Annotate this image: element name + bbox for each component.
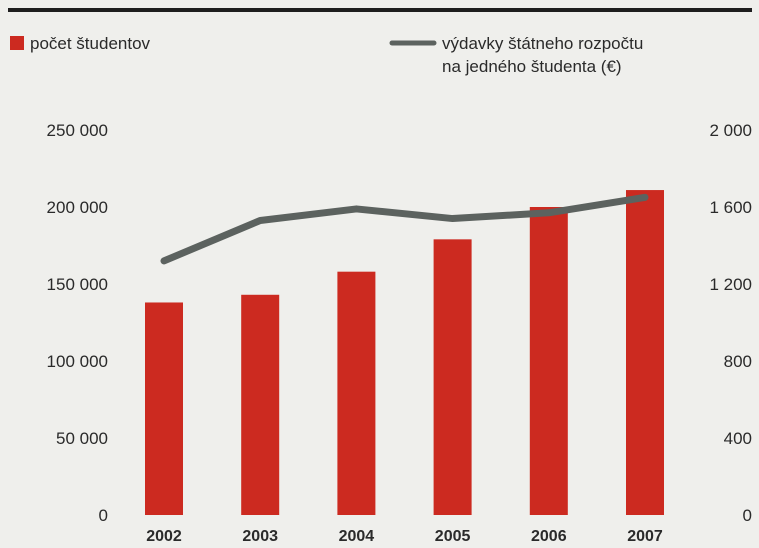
line-series: [160, 193, 649, 265]
left-tick-label: 250 000: [47, 121, 108, 140]
right-tick-label: 0: [743, 506, 752, 525]
x-tick-label: 2007: [627, 528, 663, 545]
left-tick-label: 150 000: [47, 275, 108, 294]
bar-2007: [626, 190, 664, 515]
x-tick-label: 2003: [242, 528, 278, 545]
bar-series: [145, 190, 664, 515]
left-tick-label: 100 000: [47, 352, 108, 371]
legend-label-line-1: výdavky štátneho rozpočtu: [442, 34, 643, 53]
legend-swatch-bar: [10, 36, 24, 50]
right-tick-label: 2 000: [709, 121, 752, 140]
bar-2002: [145, 302, 183, 515]
left-tick-label: 0: [99, 506, 108, 525]
bar-2006: [529, 207, 568, 515]
legend: počet študentov výdavky štátneho rozpočt…: [10, 34, 643, 76]
right-tick-label: 800: [724, 352, 752, 371]
left-tick-label: 50 000: [56, 429, 108, 448]
expenditure-line: [160, 193, 649, 265]
x-tick-label: 2006: [531, 528, 567, 545]
x-axis-ticks: 2002 2003 2004 2005 2006 2007: [146, 528, 663, 545]
legend-label-line-2: na jedného študenta (€): [442, 57, 622, 76]
bar-2003: [241, 294, 280, 515]
bar-2005: [433, 239, 472, 515]
right-tick-label: 1 200: [709, 275, 752, 294]
legend-label-bar: počet študentov: [30, 34, 151, 53]
right-tick-label: 400: [724, 429, 752, 448]
left-tick-label: 200 000: [47, 198, 108, 217]
right-tick-label: 1 600: [709, 198, 752, 217]
x-tick-label: 2004: [339, 528, 375, 545]
right-axis-ticks: 0 400 800 1 200 1 600 2 000: [709, 121, 752, 525]
x-tick-label: 2002: [146, 528, 182, 545]
x-tick-label: 2005: [435, 528, 471, 545]
left-axis-ticks: 0 50 000 100 000 150 000 200 000 250 000: [47, 121, 108, 525]
bar-2004: [337, 271, 376, 515]
